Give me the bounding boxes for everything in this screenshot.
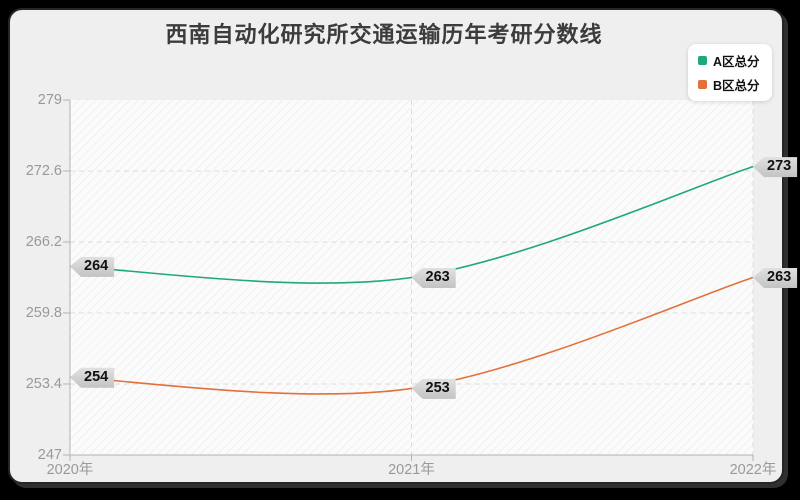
series-a-marker-icon — [698, 56, 707, 65]
series-b-marker-icon — [698, 80, 707, 89]
data-point-label: 253 — [411, 378, 456, 399]
legend-item-series-a[interactable]: A区总分 — [698, 51, 760, 70]
y-axis-tick-label: 279 — [37, 92, 62, 108]
y-axis-tick-label: 253.4 — [25, 376, 62, 392]
y-axis-tick-label: 266.2 — [25, 234, 62, 250]
x-axis-tick-label: 2021年 — [388, 462, 435, 478]
y-axis-tick-label: 272.6 — [25, 163, 62, 179]
y-axis-tick-label: 259.8 — [25, 305, 62, 321]
data-point-label: 263 — [411, 268, 456, 288]
legend-label-series-b: B区总分 — [713, 79, 760, 93]
data-point-label: 254 — [70, 367, 115, 388]
chart-title: 西南自动化研究所交通运输历年考研分数线 — [165, 22, 603, 47]
legend-label-series-a: A区总分 — [713, 55, 760, 69]
data-point-label: 264 — [70, 256, 115, 277]
data-point-label: 273 — [753, 157, 798, 178]
y-axis-tick-label: 247 — [37, 447, 62, 463]
x-axis-tick-label: 2022年 — [729, 462, 777, 478]
x-axis-tick-label: 2020年 — [46, 462, 94, 478]
data-point-label: 263 — [753, 268, 798, 288]
legend-item-series-b[interactable]: B区总分 — [698, 75, 760, 94]
legend: A区总分 B区总分 — [688, 44, 772, 101]
